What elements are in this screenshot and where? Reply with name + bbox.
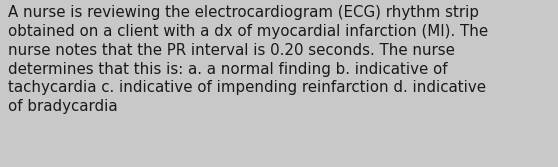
- Text: A nurse is reviewing the electrocardiogram (ECG) rhythm strip
obtained on a clie: A nurse is reviewing the electrocardiogr…: [8, 5, 488, 114]
